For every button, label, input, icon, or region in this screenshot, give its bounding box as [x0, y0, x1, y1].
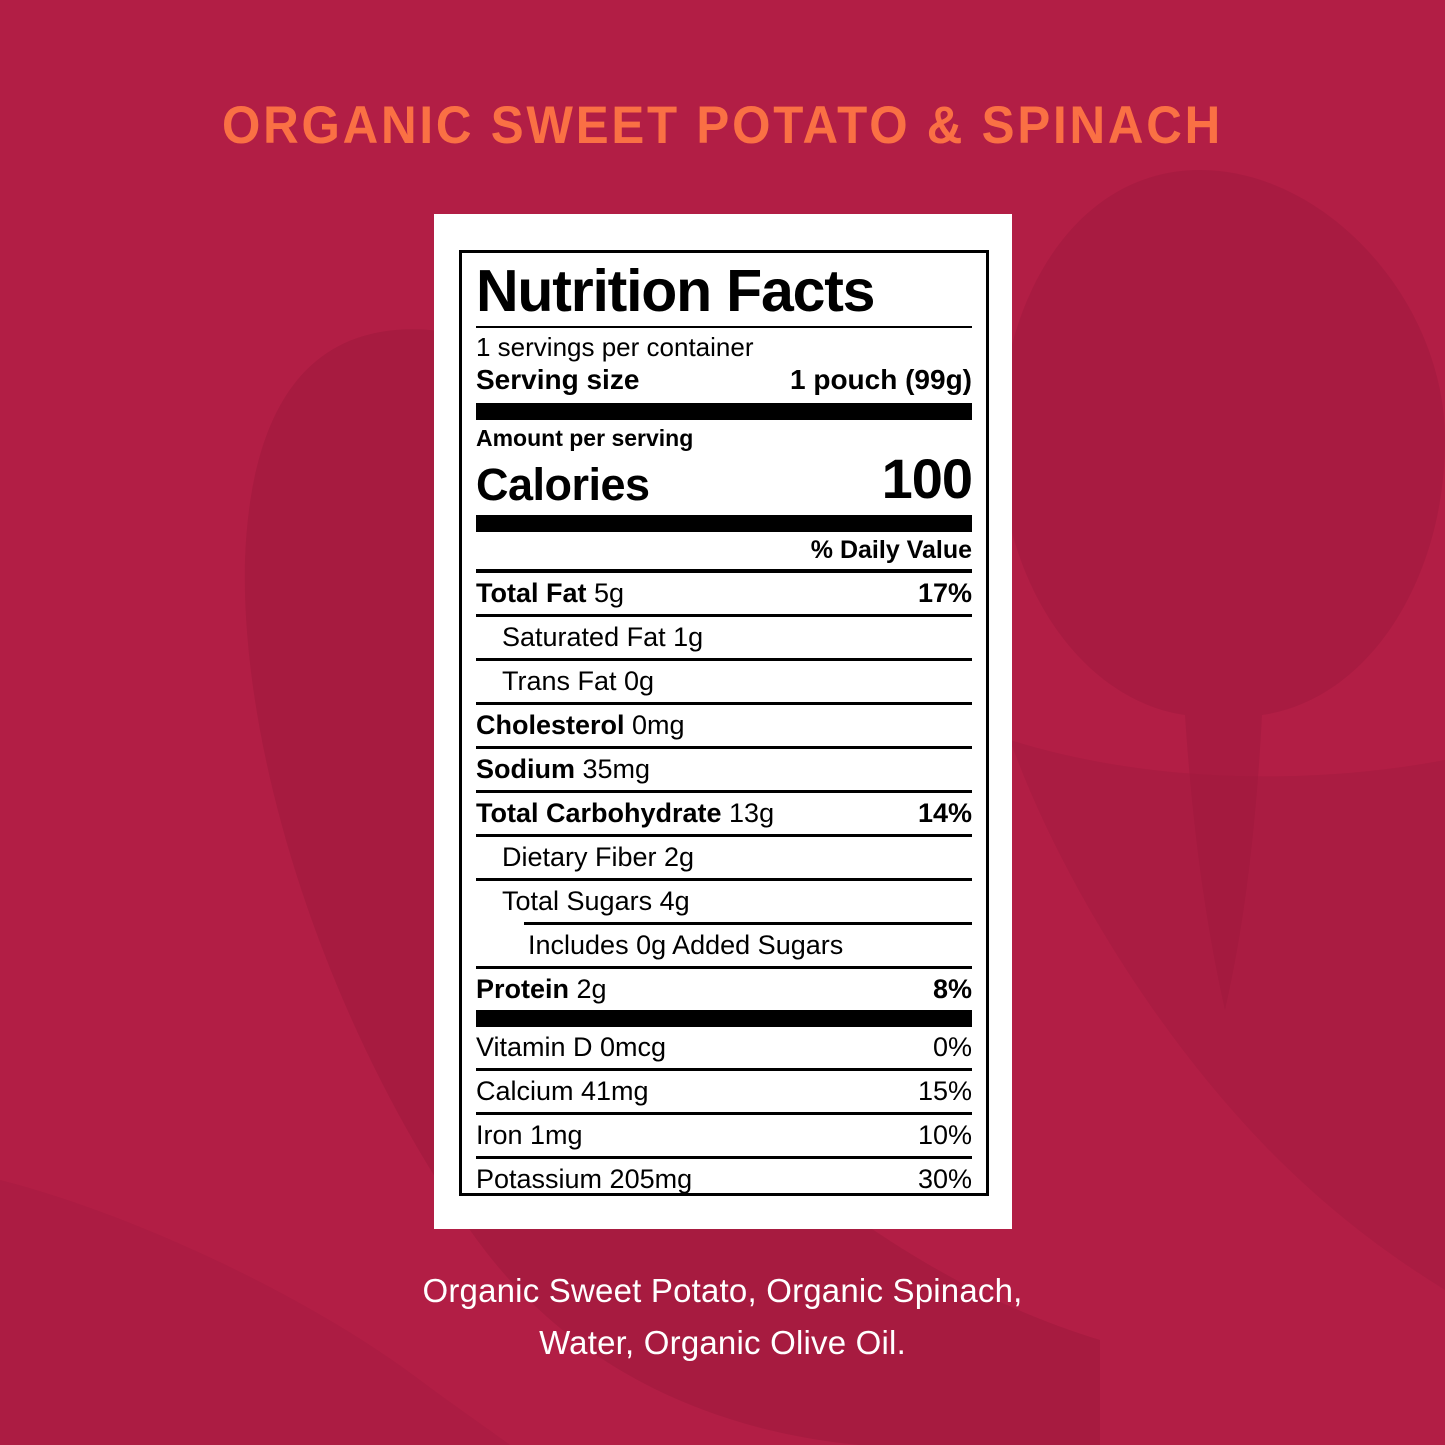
vitamin-row: Calcium 41mg 15%	[476, 1071, 972, 1112]
divider-nutrient	[476, 834, 972, 837]
nutrition-facts-panel: Nutrition Facts 1 servings per container…	[459, 250, 989, 1196]
vitamin-list: Vitamin D 0mcg 0% Calcium 41mg 15% Iron 1mg 1…	[476, 1027, 972, 1200]
vitamin-row: Iron 1mg 10%	[476, 1115, 972, 1156]
divider-thick-vitamins	[476, 1010, 972, 1027]
divider-nutrient	[476, 966, 972, 969]
vitamin-row: Vitamin D 0mcg 0%	[476, 1027, 972, 1068]
vitamin-name: Vitamin D 0mcg	[476, 1032, 667, 1062]
divider-thick-calories	[476, 515, 972, 532]
vitamin-name: Calcium 41mg	[476, 1076, 649, 1106]
divider-vitamin	[476, 1156, 972, 1159]
nutrient-row: Protein 2g 8%	[476, 969, 972, 1010]
divider-vitamin	[476, 1112, 972, 1115]
nutrient-name: Trans Fat 0g	[502, 666, 655, 696]
divider-vitamin	[476, 1068, 972, 1071]
nutrient-row: Cholesterol 0mg	[476, 705, 972, 746]
serving-size-label: Serving size	[476, 364, 640, 395]
calories-row: Calories 100	[476, 447, 973, 515]
amount-per-serving-label: Amount per serving	[476, 425, 694, 451]
serving-size-value: 1 pouch (99g)	[789, 364, 972, 395]
vitamin-name: Potassium 205mg	[476, 1164, 693, 1194]
page-title: ORGANIC SWEET POTATO & SPINACH	[221, 96, 1224, 155]
leaf-shape-right-head	[1000, 170, 1445, 1010]
nutrient-row: Trans Fat 0g	[476, 661, 972, 702]
divider-nutrient	[476, 614, 972, 617]
divider-nutrient	[476, 790, 972, 793]
nutrient-row: Total Sugars 4g	[476, 881, 972, 922]
nutrient-name: Includes 0g Added Sugars	[528, 930, 844, 960]
vitamin-percent: 0%	[932, 1032, 972, 1062]
vitamin-percent: 15%	[917, 1076, 972, 1106]
vitamin-percent: 10%	[917, 1120, 972, 1150]
divider-nutrient	[524, 922, 972, 925]
nutrient-row: Total Carbohydrate 13g 14%	[476, 793, 972, 834]
nutrient-row: Dietary Fiber 2g	[476, 837, 972, 878]
calories-value: 100	[881, 447, 973, 510]
nutrient-row: Includes 0g Added Sugars	[476, 925, 972, 966]
nutrition-facts-card: Nutrition Facts 1 servings per container…	[434, 214, 1012, 1229]
nutrient-name: Total Sugars 4g	[502, 886, 690, 916]
nutrient-row: Sodium 35mg	[476, 749, 972, 790]
nutrient-percent: 17%	[917, 578, 972, 608]
nutrient-row: Saturated Fat 1g	[476, 617, 972, 658]
nutrient-name: Saturated Fat 1g	[502, 622, 704, 652]
divider-nutrient	[476, 878, 972, 881]
nutrient-name: Total Fat 5g	[476, 578, 625, 608]
divider-nutrient	[476, 702, 972, 705]
nutrient-list: Total Fat 5g 17% Saturated Fat 1g Trans Fat…	[476, 573, 972, 1010]
ingredients-text: Organic Sweet Potato, Organic Spinach, W…	[422, 1272, 1023, 1362]
nutrient-name: Cholesterol 0mg	[476, 710, 685, 740]
leaf-shape-lower-right	[1010, 740, 1445, 1290]
divider-nutrient	[476, 658, 972, 661]
nutrient-percent: 8%	[932, 974, 972, 1004]
nutrient-name: Total Carbohydrate 13g	[476, 798, 775, 828]
divider-title	[476, 326, 972, 328]
nutrient-name: Dietary Fiber 2g	[502, 842, 695, 872]
nutrient-name: Protein 2g	[476, 974, 607, 1004]
nutrient-name: Sodium 35mg	[476, 754, 651, 784]
nutrient-percent: 14%	[917, 798, 972, 828]
vitamin-row: Potassium 205mg 30%	[476, 1159, 972, 1200]
divider-daily-value	[476, 569, 972, 573]
calories-label: Calories	[476, 459, 650, 510]
nutrient-row: Total Fat 5g 17%	[476, 573, 972, 614]
vitamin-percent: 30%	[917, 1164, 972, 1194]
servings-per-container: 1 servings per container	[476, 332, 754, 362]
divider-nutrient	[476, 746, 972, 749]
divider-thick-top	[476, 403, 972, 420]
daily-value-header: % Daily Value	[810, 536, 972, 564]
serving-size-row: Serving size 1 pouch (99g)	[476, 362, 972, 403]
nutrition-facts-title: Nutrition Facts	[476, 258, 875, 324]
vitamin-name: Iron 1mg	[476, 1120, 583, 1150]
